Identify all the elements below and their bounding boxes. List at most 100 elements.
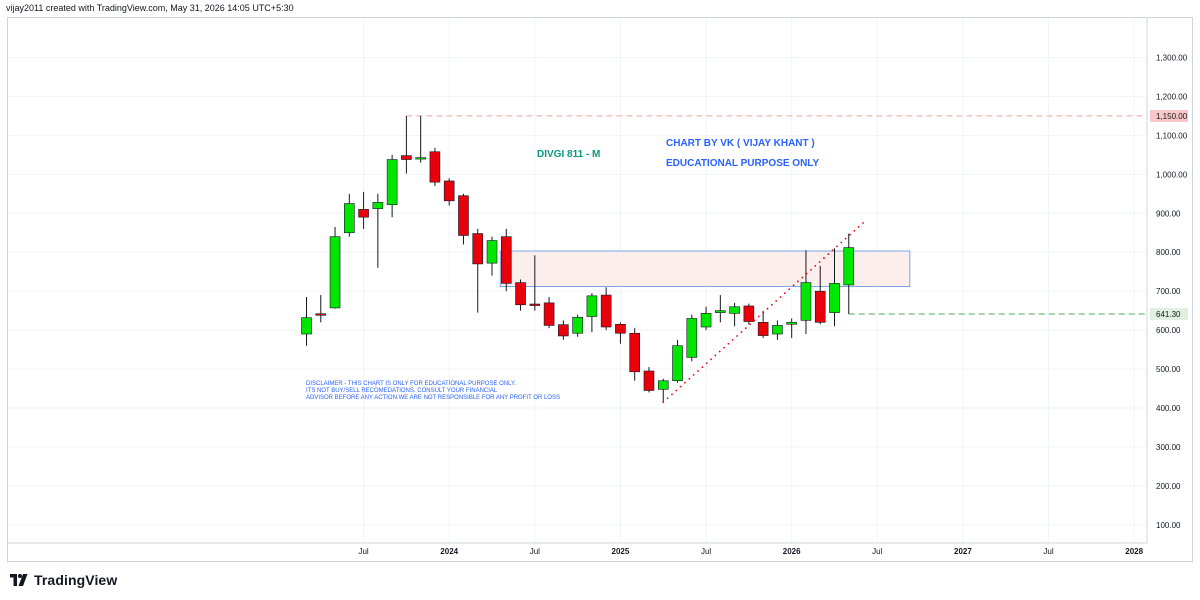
candle (315, 295, 327, 323)
price-tick-label: 1,100.00 (1156, 131, 1188, 140)
time-axis: Jul 2024 Jul 2025 Jul 2026 Jul 2027 Jul 2028 (358, 547, 1143, 556)
trend-dot (818, 261, 821, 263)
trend-dot (736, 335, 738, 337)
candle (657, 378, 669, 403)
price-tick-label: 1,000.00 (1156, 170, 1188, 179)
candle (757, 310, 769, 338)
time-tick-label: Jul (872, 547, 882, 556)
trend-dot (757, 315, 760, 318)
trend-dot (766, 307, 769, 310)
trend-dot (744, 327, 747, 330)
candle-body (786, 322, 797, 325)
candle-body (772, 325, 783, 335)
candle (372, 193, 384, 268)
candle-body (443, 180, 455, 202)
chart-attribution: vijay2011 created with TradingView.com, … (6, 3, 294, 13)
candle-body (543, 302, 555, 326)
candle (500, 228, 512, 292)
educational-label: EDUCATIONAL PURPOSE ONLY (666, 158, 819, 169)
price-axis: 100.00 200.00 300.00 400.00 500.00 600.00 700.… (1150, 54, 1188, 530)
footer-brand[interactable]: TradingView (8, 572, 117, 588)
candle-body (743, 305, 755, 322)
trend-dot (684, 381, 686, 384)
candle-body (415, 157, 426, 160)
chart-by-label: CHART BY VK ( VIJAY KHANT ) (666, 138, 815, 149)
price-lines (406, 115, 1146, 315)
trend-dot (705, 362, 708, 365)
candle (472, 228, 484, 313)
time-tick-label: Jul (358, 547, 368, 556)
candle-body (657, 380, 669, 390)
trend-dot (814, 264, 817, 267)
candle (615, 322, 626, 344)
trend-dot (714, 354, 717, 357)
candle-body (729, 306, 740, 314)
trend-dot (844, 237, 847, 240)
time-tick-label: Jul (1043, 547, 1053, 556)
trend-dot (762, 311, 765, 314)
candle (458, 193, 469, 245)
candle-body (829, 283, 840, 313)
candle (729, 302, 740, 327)
trend-dot (675, 389, 678, 392)
candle (329, 226, 341, 309)
candle-body (500, 236, 512, 284)
price-tick-label: 600.00 (1156, 326, 1181, 335)
grid-lines (8, 18, 1146, 542)
disclaimer-line-1: DISCLAIMER - THIS CHART IS ONLY FOR EDUC… (306, 381, 516, 387)
candle-body (315, 313, 327, 316)
candle (586, 293, 598, 333)
trend-dot (805, 272, 808, 275)
candle (429, 147, 441, 187)
trend-dot (662, 401, 665, 404)
trend-dot (701, 366, 704, 369)
trend-dot (792, 284, 795, 287)
candle (543, 297, 555, 329)
candle (643, 367, 655, 393)
candle-body (757, 322, 769, 336)
candle (529, 255, 541, 311)
trend-dot (788, 288, 791, 291)
resistance-zone-layer (499, 250, 911, 288)
candles (301, 115, 855, 403)
candle (386, 154, 398, 218)
candle-body (615, 323, 626, 334)
symbol-label: DIVGI 811 - M (537, 149, 600, 160)
brand-name: TradingView (34, 572, 118, 588)
trend-dot (753, 319, 756, 322)
candle (344, 193, 355, 237)
candle-body (486, 240, 498, 264)
candle-body (572, 316, 583, 334)
candle-body (372, 202, 384, 209)
trend-dot (671, 393, 673, 396)
candle (715, 295, 726, 323)
candle (786, 318, 797, 338)
price-tick-label: 900.00 (1156, 209, 1181, 218)
candle-body (843, 247, 855, 286)
trend-dot (831, 249, 834, 252)
time-tick-label: 2025 (612, 547, 630, 556)
trend-dot (697, 370, 699, 372)
trend-dot (840, 241, 843, 244)
trend-dot (823, 257, 825, 259)
candle-body (386, 159, 398, 206)
candle-body (358, 209, 369, 218)
trend-dot (827, 253, 830, 256)
candle-body (672, 345, 683, 382)
trend-dot (801, 276, 804, 279)
chart-frame[interactable] (7, 17, 1193, 562)
candle-body (472, 233, 484, 265)
price-badge-label: 1,150.00 (1156, 112, 1188, 121)
candle-body (814, 290, 826, 323)
trend-line-dots (662, 222, 864, 404)
candle (401, 115, 412, 174)
trend-dot (679, 385, 682, 388)
trend-dot (740, 331, 743, 333)
candle (572, 314, 583, 337)
time-tick-label: 2028 (1125, 547, 1143, 556)
candle (700, 306, 712, 331)
price-tick-label: 100.00 (1156, 521, 1181, 530)
candle-body (715, 310, 726, 313)
disclaimer-line-2: ITS NOT BUY/SELL RECOMEDATIONS. CONSULT … (306, 388, 498, 394)
